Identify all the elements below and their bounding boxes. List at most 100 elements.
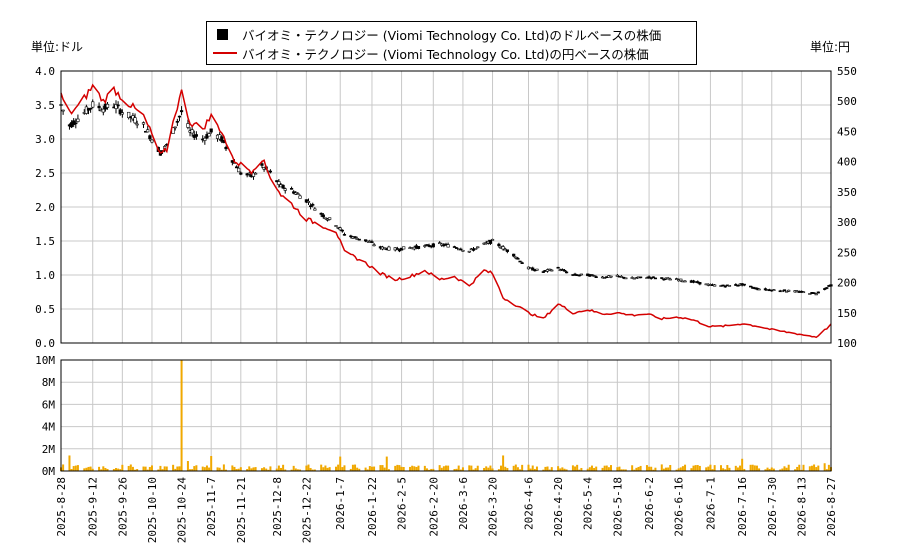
usd-price-body: [194, 134, 198, 137]
usd-price-body: [541, 271, 545, 273]
volume-bar: [220, 469, 223, 471]
usd-price-body: [323, 217, 328, 220]
usd-price-body: [173, 126, 177, 129]
usd-price-body: [548, 268, 552, 271]
usd-price-body: [349, 235, 353, 238]
volume-bar: [341, 467, 344, 471]
volume-bar: [766, 467, 769, 471]
usd-price-body: [624, 277, 628, 280]
x-tick-label: 2025-11-21: [235, 477, 248, 543]
volume-bar: [802, 464, 805, 471]
price-series: [59, 83, 833, 339]
volume-bar: [231, 465, 234, 471]
volume-bar: [574, 466, 577, 471]
volume-bar: [635, 467, 638, 471]
volume-bar: [85, 467, 88, 471]
volume-bar: [580, 467, 583, 471]
volume-bar: [506, 467, 509, 471]
y-left-tick-label: 4.0: [35, 65, 55, 78]
volume-bar: [527, 464, 530, 471]
volume-axis-labels: 0M 2M 4M 6M 8M 10M: [35, 354, 55, 478]
usd-price-body: [545, 269, 550, 272]
volume-bar: [601, 467, 604, 471]
volume-bar: [292, 465, 295, 471]
volume-bar: [734, 465, 737, 471]
volume-bar: [571, 465, 574, 471]
usd-price-body: [277, 181, 281, 185]
volume-bar: [394, 465, 397, 471]
volume-bar: [305, 465, 308, 471]
usd-price-body: [787, 289, 791, 292]
volume-bar: [148, 466, 151, 471]
volume-bar: [648, 466, 651, 471]
x-tick-label: 2026-4-6: [523, 477, 536, 530]
volume-bar: [461, 467, 464, 471]
x-tick-label: 2025-10-24: [176, 477, 189, 544]
volume-bar: [550, 467, 553, 471]
volume-bar: [815, 467, 818, 471]
usd-price-body: [801, 291, 806, 294]
volume-bar: [117, 468, 120, 471]
usd-price-body: [416, 246, 421, 249]
volume-bar: [131, 466, 134, 471]
volume-bar: [736, 467, 739, 471]
volume-bar: [252, 467, 255, 471]
usd-price-body: [518, 260, 522, 263]
volume-bar: [62, 464, 65, 471]
usd-price-body: [780, 290, 784, 293]
volume-bar: [411, 465, 414, 471]
volume-bar: [785, 467, 788, 471]
volume-bar: [724, 469, 727, 471]
volume-bar: [89, 466, 92, 471]
usd-price-body: [550, 269, 554, 272]
volume-bar: [557, 466, 560, 471]
volume-bar: [74, 465, 77, 471]
usd-price-body: [772, 289, 776, 291]
volume-bar: [417, 465, 420, 471]
volume-bar: [504, 466, 507, 471]
usd-price-body: [497, 243, 501, 247]
volume-bar: [783, 466, 786, 471]
volume-bar: [514, 464, 517, 471]
volume-bar: [563, 468, 566, 471]
usd-price-body: [209, 128, 213, 133]
volume-bar: [576, 464, 579, 471]
volume-bar: [146, 469, 149, 471]
volume-bar: [798, 464, 801, 471]
volume-bar: [690, 468, 693, 471]
volume-bar: [282, 464, 285, 471]
usd-price-body: [647, 276, 651, 278]
volume-bar: [150, 465, 153, 471]
volume-bar: [662, 468, 665, 471]
volume-bar: [290, 469, 293, 471]
volume-bar: [309, 468, 312, 471]
volume-bar: [652, 469, 655, 471]
usd-price-body: [609, 275, 613, 278]
y-right-tick-label: 300: [837, 216, 857, 229]
volume-tick-label: 2M: [42, 443, 56, 456]
volume-bar: [358, 468, 361, 471]
usd-price-body: [679, 278, 683, 282]
volume-bar: [402, 467, 405, 471]
volume-bar: [764, 469, 767, 471]
volume-bar: [76, 465, 79, 471]
usd-price-body: [564, 271, 569, 274]
volume-bar: [476, 465, 479, 471]
usd-price-body: [148, 135, 152, 140]
volume-bar: [222, 464, 225, 471]
usd-price-body: [114, 104, 118, 109]
volume-bar: [267, 469, 270, 471]
volume-bar: [383, 467, 386, 471]
volume-bar: [72, 466, 75, 471]
volume-bar: [770, 467, 773, 471]
usd-price-body: [131, 115, 135, 120]
volume-bar: [87, 466, 90, 471]
volume-bar: [205, 465, 208, 471]
volume-bar: [607, 467, 610, 471]
volume-bar: [100, 469, 103, 471]
usd-price-body: [283, 188, 287, 191]
x-tick-label: 2026-1-7: [334, 477, 347, 530]
volume-bar: [637, 466, 640, 471]
volume-bar: [68, 455, 71, 471]
volume-bar: [603, 465, 606, 471]
